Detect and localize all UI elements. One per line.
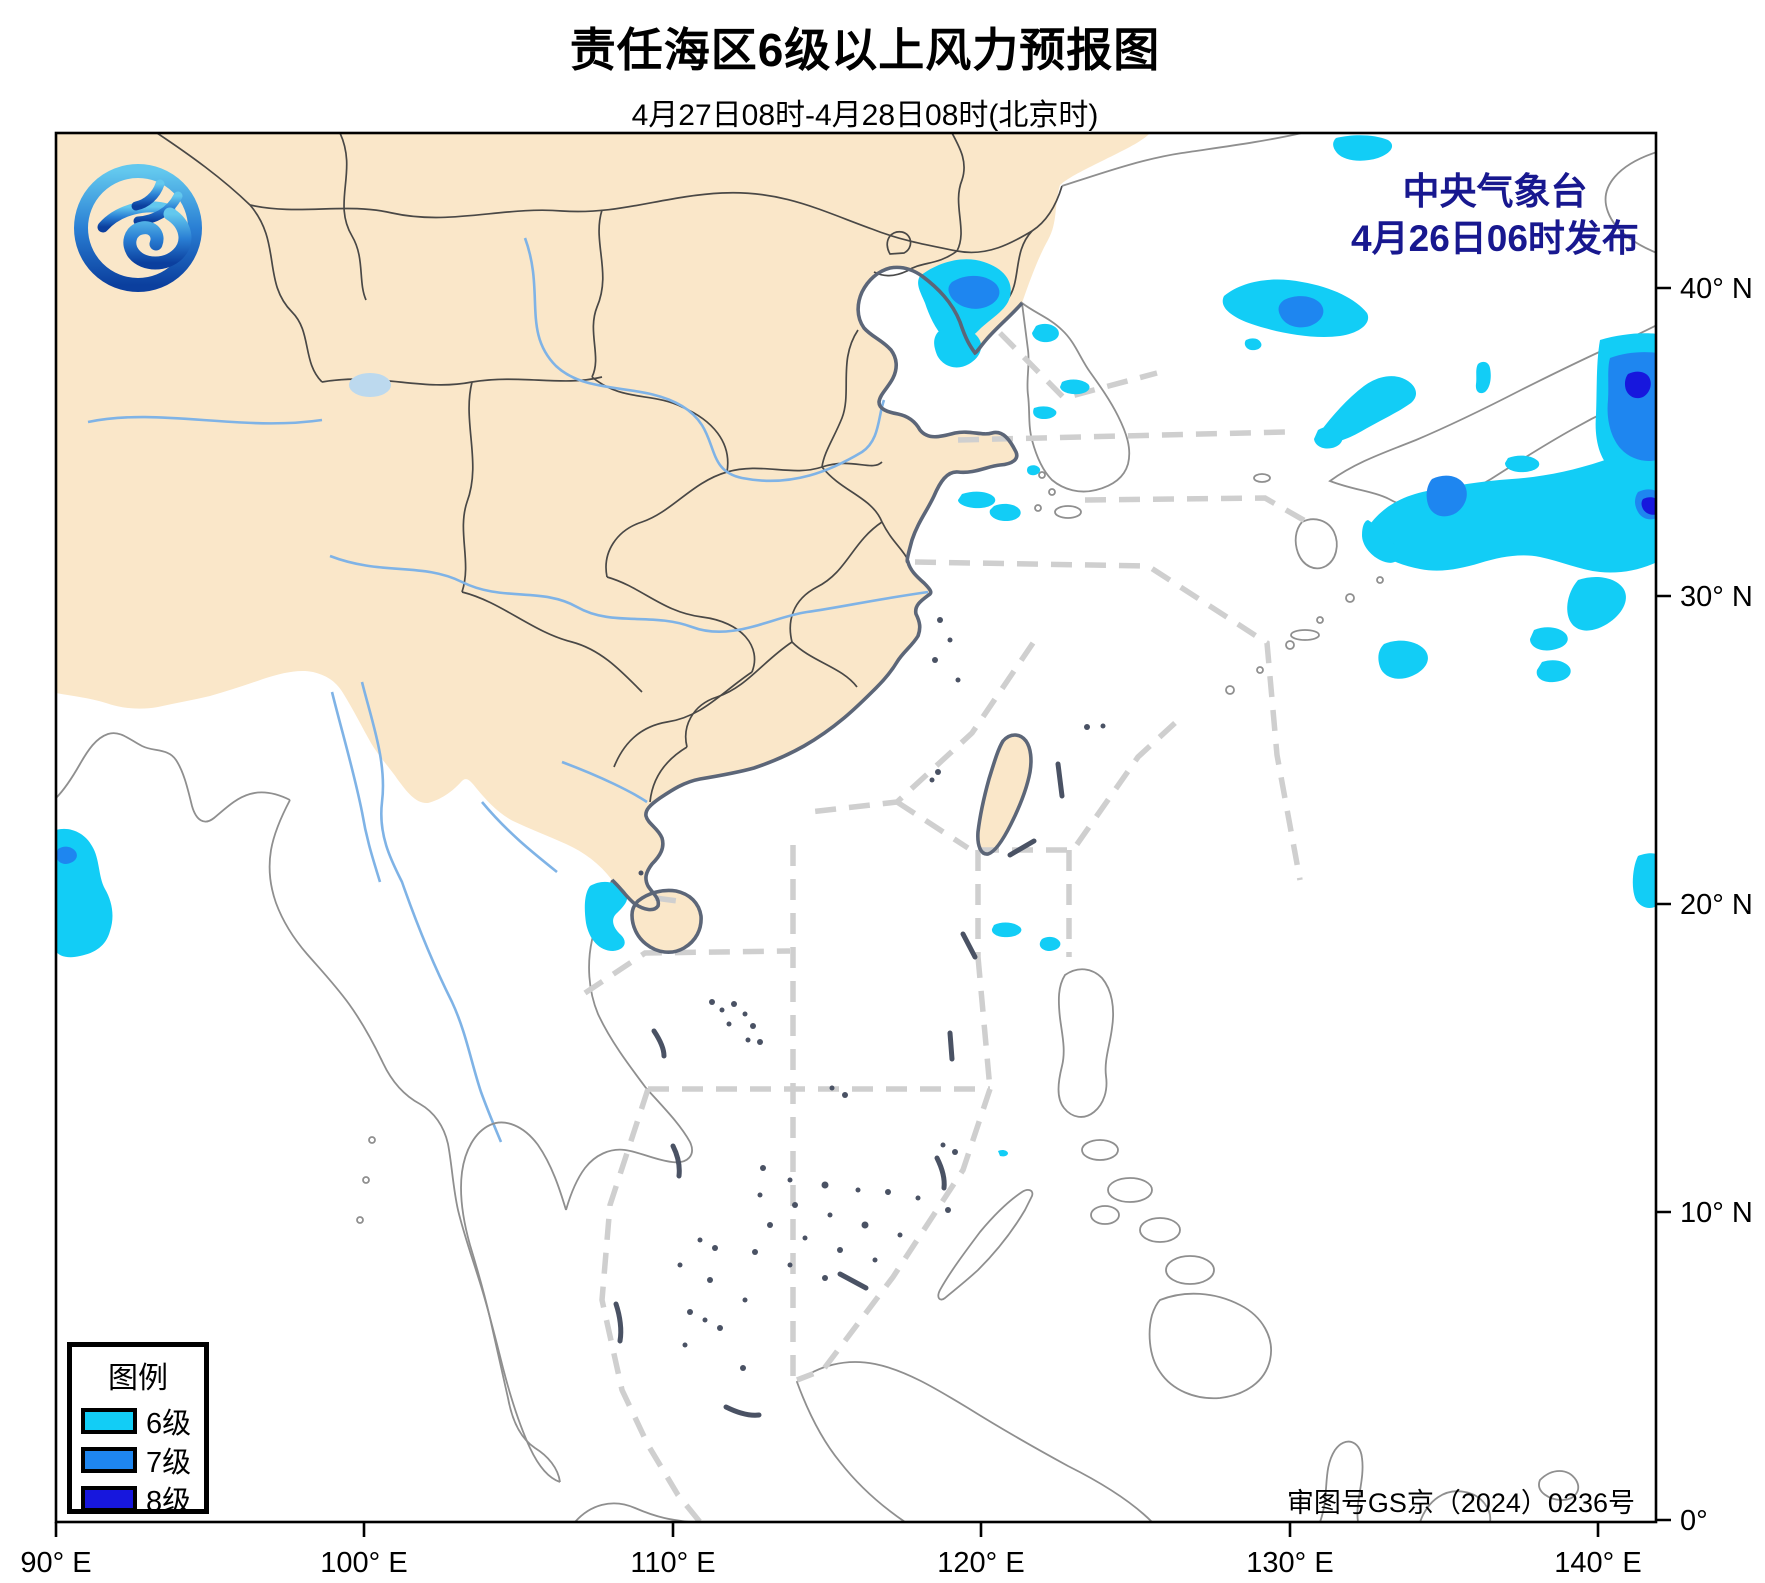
cma-logo-icon [74, 164, 202, 292]
issue-time: 4月26日06时发布 [1351, 218, 1639, 260]
map-frame [54, 131, 1671, 1537]
legend-title: 图例 [108, 1362, 168, 1395]
x-label: 140° E [1554, 1547, 1641, 1579]
wind-area-force6 [56, 135, 1656, 1157]
page-subtitle: 4月27日08时-4月28日08时(北京时) [631, 99, 1099, 132]
x-axis-labels: 90° E 100° E 110° E 120° E 130° E 140° E [20, 1547, 1641, 1579]
legend-item-force8: 8级 [81, 1484, 204, 1518]
issuer-block: 中央气象台 4月26日06时发布 [1330, 168, 1660, 263]
reef-island-markers [613, 617, 1106, 1418]
header: 责任海区6级以上风力预报图 4月27日08时-4月28日08时(北京时) [0, 0, 1730, 134]
y-axis-labels: 40° N 30° N 20° N 10° N 0° [1680, 273, 1753, 1537]
y-label: 0° [1680, 1505, 1708, 1537]
map-license-number: 审图号GS京（2024）0236号 [1286, 1488, 1635, 1518]
qinghai-lake [349, 373, 391, 397]
issuer-name: 中央气象台 [1402, 171, 1588, 212]
y-label: 20° N [1680, 889, 1753, 921]
legend-swatch-force6-icon [81, 1408, 137, 1434]
land-china [56, 133, 1150, 953]
wind-area-force8 [1624, 371, 1656, 515]
x-label: 90° E [20, 1547, 91, 1579]
legend-label-force7: 7级 [146, 1447, 192, 1479]
china-coastline [610, 265, 1033, 954]
legend-swatch-force7-icon [81, 1447, 137, 1473]
rivers [87, 237, 929, 1143]
y-label: 10° N [1680, 1197, 1753, 1229]
y-label: 40° N [1680, 273, 1753, 305]
legend-label-force6: 6级 [146, 1408, 192, 1440]
legend: 图例 6级 7级 8级 [67, 1342, 209, 1518]
x-label: 100° E [320, 1547, 407, 1579]
x-label: 110° E [630, 1547, 715, 1579]
y-label: 30° N [1680, 581, 1753, 613]
x-label: 120° E [937, 1547, 1024, 1579]
legend-label-force8: 8级 [146, 1486, 192, 1518]
legend-item-force7: 7级 [81, 1445, 204, 1479]
x-label: 130° E [1246, 1547, 1333, 1579]
province-borders [156, 133, 1063, 803]
legend-item-force6: 6级 [81, 1406, 204, 1440]
legend-swatch-force8-icon [81, 1486, 137, 1512]
page-title: 责任海区6级以上风力预报图 [569, 24, 1161, 76]
